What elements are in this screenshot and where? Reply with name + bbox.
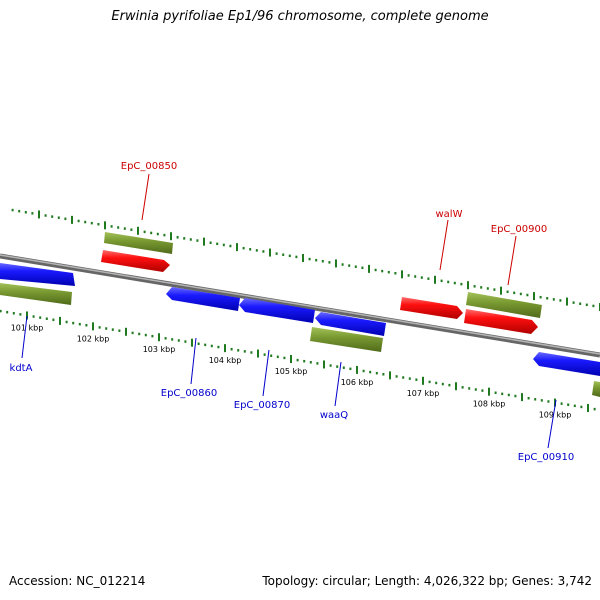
gene-feature[interactable] — [466, 292, 542, 318]
gene-feature[interactable] — [0, 283, 72, 305]
label-leader-line — [141, 173, 150, 221]
gene-label-epc00860[interactable]: EpC_00860 — [161, 388, 217, 399]
outer-tick-track — [11, 208, 600, 311]
gene-feature[interactable] — [400, 297, 463, 319]
accession-text: Accession: NC_012214 — [9, 574, 146, 588]
topology-text: Topology: circular; Length: 4,026,322 bp… — [262, 574, 592, 588]
label-leader-line — [507, 235, 517, 286]
gene-label-waaq[interactable]: waaQ — [320, 410, 348, 421]
tick-label: 109 kbp — [539, 411, 572, 420]
gene-label-epc00910[interactable]: EpC_00910 — [518, 452, 574, 463]
gene-feature[interactable] — [533, 352, 600, 376]
label-leader-line — [439, 219, 449, 271]
gene-label-walw[interactable]: walW — [436, 209, 463, 220]
map-title: Erwinia pyrifoliae Ep1/96 chromosome, co… — [111, 9, 489, 24]
gene-label-epc00870[interactable]: EpC_00870 — [234, 400, 290, 411]
tick-label: 104 kbp — [209, 356, 242, 365]
tick-label: 101 kbp — [11, 323, 44, 332]
gene-feature[interactable] — [0, 263, 75, 286]
tick-label: 107 kbp — [407, 389, 440, 398]
gene-feature[interactable] — [592, 381, 600, 397]
gene-feature[interactable] — [315, 312, 386, 336]
label-leader-line — [190, 337, 197, 385]
label-leader-line — [547, 399, 557, 449]
tick-labels: 101 kbp 102 kbp 103 kbp 104 kbp 105 kbp 106 k… — [11, 323, 572, 419]
tick-label: 108 kbp — [473, 400, 506, 409]
gene-feature[interactable] — [101, 250, 170, 272]
gene-label-kdta[interactable]: kdtA — [10, 363, 33, 374]
gene-feature[interactable] — [239, 298, 315, 323]
gene-label-epc00850[interactable]: EpC_00850 — [121, 161, 177, 172]
gene-feature[interactable] — [464, 309, 538, 334]
tick-label: 102 kbp — [77, 334, 110, 343]
gene-label-epc00900[interactable]: EpC_00900 — [491, 224, 547, 235]
genome-backbone — [0, 253, 600, 358]
gene-feature[interactable] — [166, 287, 240, 311]
tick-label: 106 kbp — [341, 378, 374, 387]
gene-feature[interactable] — [104, 232, 173, 254]
label-leader-line — [21, 315, 28, 359]
gene-feature[interactable] — [310, 327, 383, 352]
label-leader-line — [334, 361, 342, 407]
label-leader-line — [262, 349, 270, 397]
genome-backbone-highlight — [0, 254, 600, 355]
tick-label: 103 kbp — [143, 345, 176, 354]
tick-label: 105 kbp — [275, 367, 308, 376]
